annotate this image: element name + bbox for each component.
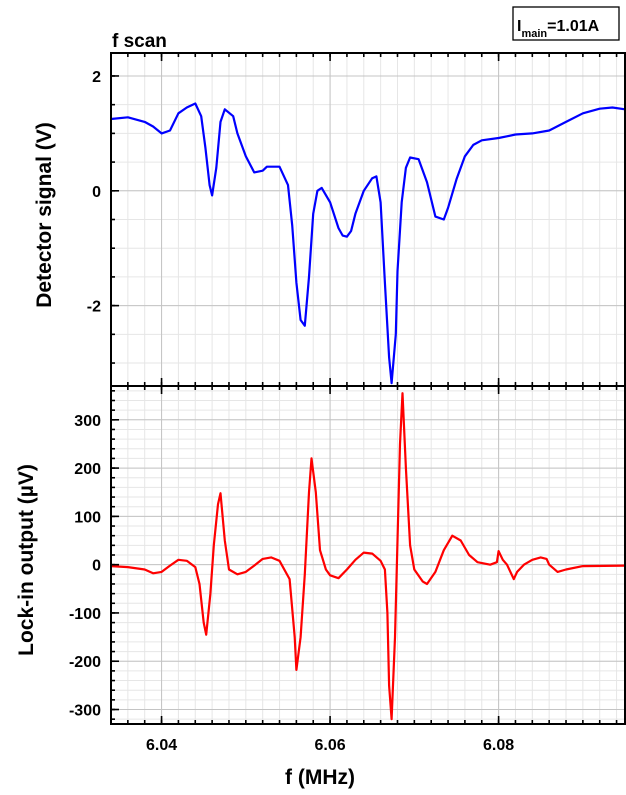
bottom-y-axis-title: Lock-in output (µV) xyxy=(15,464,38,656)
top-panel-title: f scan xyxy=(112,31,167,52)
bottom-y-tick-label: -300 xyxy=(69,703,101,720)
bottom-y-tick-label: 0 xyxy=(92,558,101,575)
top-series-line xyxy=(110,102,626,385)
x-tick-label: 6.06 xyxy=(315,737,346,754)
annotation-value: =1.01A xyxy=(547,18,599,35)
bottom-series-line xyxy=(110,392,626,721)
x-tick-label: 6.08 xyxy=(483,737,514,754)
bottom-y-tick-label: 100 xyxy=(74,509,101,526)
x-tick-label: 6.04 xyxy=(146,737,177,754)
top-y-tick-label: 0 xyxy=(92,184,101,201)
bottom-panel-grid xyxy=(110,386,625,724)
top-y-tick-label: 2 xyxy=(92,69,101,86)
bottom-panel-series xyxy=(110,392,626,721)
top-panel-grid xyxy=(110,53,625,386)
bottom-y-tick-label: -100 xyxy=(69,606,101,623)
top-y-axis-title: Detector signal (V) xyxy=(33,122,56,308)
top-y-tick-label: -2 xyxy=(87,299,101,316)
current-annotation: Imain=1.01A xyxy=(517,18,600,40)
current-annotation-box: Imain=1.01A xyxy=(512,6,620,41)
top-panel-series xyxy=(110,102,626,385)
axes xyxy=(110,52,626,725)
bottom-y-tick-label: -200 xyxy=(69,654,101,671)
annotation-subscript: main xyxy=(521,28,547,40)
tick-labels: -2 0 2 -300 -200 -100 0 100 200 300 6.04 6.06 6.08 xyxy=(69,69,514,754)
bottom-y-tick-label: 300 xyxy=(74,413,101,430)
bottom-y-tick-label: 200 xyxy=(74,461,101,478)
x-axis-title: f (MHz) xyxy=(285,766,355,789)
annotation-symbol: I xyxy=(517,18,521,35)
